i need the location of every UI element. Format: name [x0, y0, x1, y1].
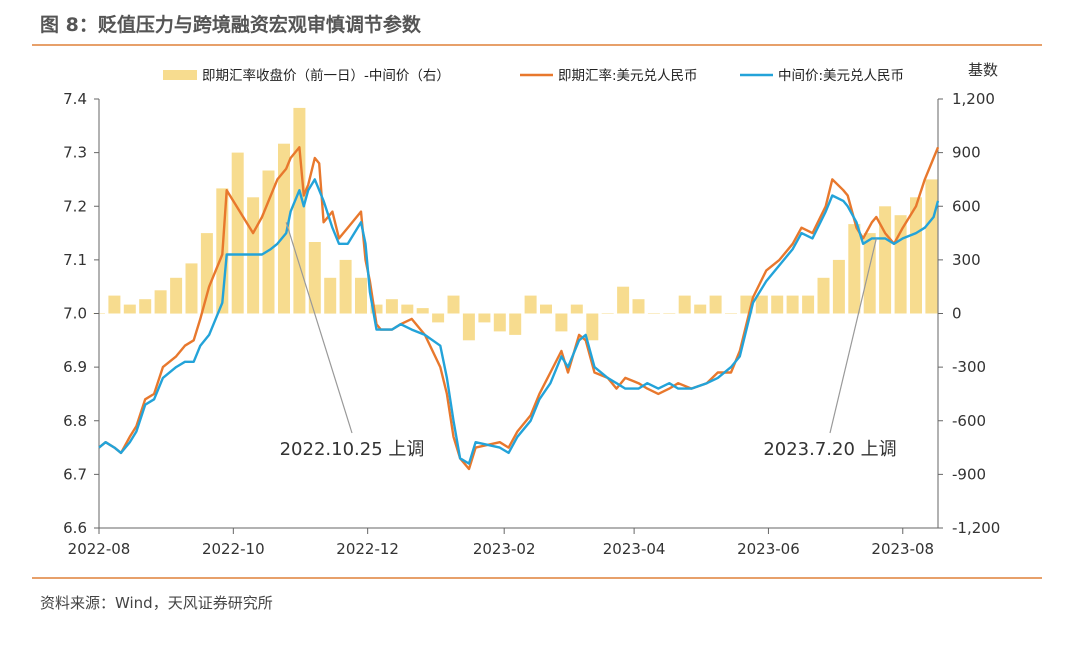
x-tick-label-4: 2023-04: [603, 540, 666, 558]
right-axis-title: 基数: [968, 61, 998, 79]
left-tick-label-5: 7.1: [63, 251, 87, 269]
spread-bar-16: [339, 259, 352, 314]
right-tick-label-3: -300: [952, 358, 986, 376]
annotation-leader-0: [285, 222, 353, 434]
x-tick-label-3: 2023-02: [473, 540, 536, 558]
right-tick-label-6: 600: [952, 197, 981, 215]
spread-bar-4: [154, 290, 167, 314]
right-tick-label-1: -900: [952, 465, 986, 483]
central-parity-line: [98, 178, 940, 465]
spread-bar-25: [478, 313, 491, 323]
left-tick-label-1: 6.7: [63, 465, 87, 483]
spread-bar-13: [293, 107, 306, 314]
annotation-leader-1: [829, 238, 877, 434]
right-tick-label-8: 1,200: [952, 90, 995, 108]
annotation-label-0: 2022.10.25 上调: [280, 439, 425, 460]
x-tick-label-1: 2022-10: [202, 540, 265, 558]
spread-bar-23: [447, 295, 460, 314]
spread-bar-46: [802, 295, 815, 314]
legend-label-bar: 即期汇率收盘价（前一日）-中间价（右）: [202, 67, 450, 84]
spread-bar-34: [617, 286, 630, 314]
left-tick-label-8: 7.4: [63, 90, 87, 108]
source-note: 资料来源：Wind，天风证券研究所: [40, 594, 273, 612]
spread-bar-52: [894, 215, 907, 314]
spread-bar-32: [586, 313, 599, 341]
x-tick-label-5: 2023-06: [737, 540, 800, 558]
spread-bar-53: [910, 197, 922, 314]
spread-bar-19: [385, 299, 398, 314]
spread-bar-30: [555, 313, 568, 332]
left-tick-label-3: 6.9: [63, 358, 87, 376]
spread-bar-41: [725, 313, 737, 314]
spread-bar-33: [601, 313, 614, 314]
spread-bar-24: [462, 313, 475, 341]
spread-bar-43: [755, 295, 768, 314]
spread-bar-47: [817, 277, 830, 314]
left-tick-label-0: 6.6: [63, 519, 87, 537]
spread-bar-17: [355, 277, 367, 314]
spread-bar-6: [185, 263, 198, 314]
spread-bar-40: [709, 295, 722, 314]
spread-bar-49: [848, 224, 861, 314]
right-tick-label-0: -1,200: [952, 519, 1000, 537]
figure-title: 图 8：贬值压力与跨境融资宏观审慎调节参数: [40, 14, 421, 36]
spot-rate-line: [98, 146, 940, 471]
spread-bar-38: [678, 295, 691, 314]
right-tick-label-4: 0: [952, 305, 962, 323]
spread-bar-27: [509, 313, 522, 335]
left-tick-label-6: 7.2: [63, 197, 87, 215]
left-tick-label-2: 6.8: [63, 412, 87, 430]
spread-bar-29: [540, 304, 552, 314]
rate-lines: [98, 146, 940, 471]
spread-bar-51: [879, 206, 892, 314]
x-tick-label-0: 2022-08: [68, 540, 131, 558]
annotations: 2022.10.25 上调 2023.7.20 上调: [280, 222, 897, 460]
spread-bar-44: [771, 295, 784, 314]
spread-bar-37: [663, 313, 676, 314]
annotation-label-1: 2023.7.20 上调: [763, 439, 896, 460]
legend-label-mid: 中间价:美元兑人民币: [778, 68, 904, 84]
spread-bar-3: [139, 299, 152, 314]
spread-bar-15: [324, 277, 337, 314]
spread-bar-21: [416, 308, 429, 314]
spread-bar-35: [632, 299, 645, 314]
bottom-divider: [32, 577, 1042, 579]
left-tick-label-7: 7.3: [63, 144, 87, 162]
spread-bar-48: [832, 259, 845, 314]
right-tick-label-7: 900: [952, 144, 981, 162]
spread-bar-26: [493, 313, 506, 332]
spread-bar-5: [170, 277, 183, 314]
spread-bar-20: [401, 304, 414, 314]
spread-bar-36: [647, 313, 660, 314]
spread-bar-22: [432, 313, 445, 323]
spread-bar-18: [370, 304, 383, 314]
spread-bar-1: [108, 295, 121, 314]
left-tick-label-4: 7.0: [63, 305, 87, 323]
spread-bar-45: [786, 295, 799, 314]
spread-bar-54: [925, 179, 938, 314]
legend-swatch-bar: [163, 70, 197, 80]
spread-bar-14: [308, 242, 321, 314]
legend-label-spot: 即期汇率:美元兑人民币: [558, 67, 698, 84]
spread-bar-9: [231, 152, 244, 314]
spread-bar-2: [123, 304, 136, 314]
right-tick-label-2: -600: [952, 412, 986, 430]
chart-axes: 6.6 6.7 6.8 6.9 7.0 7.1 7.2 7.3 7.4 -1,200 -900 -60…: [63, 61, 1000, 558]
spread-bar-39: [694, 304, 707, 314]
spread-bar-12: [278, 143, 290, 314]
x-tick-label-2: 2022-12: [336, 540, 399, 558]
spread-bar-50: [863, 233, 876, 314]
spread-bars: [93, 107, 938, 341]
top-divider: [32, 44, 1042, 46]
spread-bar-28: [524, 295, 537, 314]
spread-bar-31: [570, 304, 583, 314]
right-tick-label-5: 300: [952, 251, 981, 269]
spread-bar-7: [200, 233, 213, 314]
x-tick-label-6: 2023-08: [871, 540, 934, 558]
legend: 即期汇率收盘价（前一日）-中间价（右） 即期汇率:美元兑人民币 中间价:美元兑人民币: [163, 67, 904, 84]
